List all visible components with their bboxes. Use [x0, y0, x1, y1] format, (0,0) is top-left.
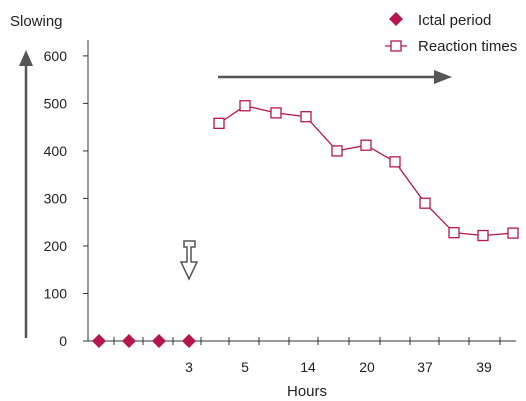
x-tick-label: 14	[300, 359, 316, 375]
x-tick-label: 3	[185, 359, 193, 375]
y-tick-label: 600	[44, 48, 68, 64]
y-tick-label: 0	[59, 333, 67, 349]
y-tick-label: 100	[44, 285, 68, 301]
ictal-diamond-marker	[122, 334, 136, 348]
ictal-diamond-marker	[182, 334, 196, 348]
ictal-diamond-marker	[152, 334, 166, 348]
reaction-time-marker	[360, 139, 372, 151]
legend-rt-label: Reaction times	[418, 38, 517, 55]
reaction-time-marker	[389, 156, 401, 168]
reaction-time-marker	[331, 145, 343, 157]
x-tick-label: 5	[241, 359, 249, 375]
reaction-time-marker	[270, 107, 282, 119]
legend-ictal-label: Ictal period	[418, 12, 491, 29]
reaction-time-marker	[419, 197, 431, 209]
axes: 0 100 200 300 400 500 600 Slowing Hours 3 5 14 20 37 3…	[10, 13, 516, 400]
legend-ictal-marker	[389, 12, 403, 26]
hollow-down-arrow	[179, 240, 199, 281]
series-reaction-times	[213, 100, 519, 242]
y-tick-label: 500	[44, 95, 68, 111]
y-tick-label: 200	[44, 238, 68, 254]
reaction-time-marker	[239, 100, 251, 112]
reaction-time-marker	[300, 111, 312, 123]
up-arrow-head	[19, 50, 33, 66]
y-tick-label: 300	[44, 190, 68, 206]
right-arrow-head	[434, 70, 452, 84]
reaction-time-marker	[477, 229, 489, 242]
reaction-time-marker	[507, 227, 519, 239]
reaction-time-marker	[448, 227, 460, 239]
legend: Ictal period Reaction times	[385, 12, 517, 55]
x-axis-label: Hours	[287, 383, 327, 400]
x-tick-label: 39	[476, 359, 492, 375]
y-tick-label: 400	[44, 143, 68, 159]
reaction-times-line	[218, 105, 514, 237]
reaction-time-marker	[213, 117, 225, 130]
x-tick-label: 20	[359, 359, 375, 375]
ictal-diamond-marker	[92, 334, 106, 348]
annotations	[19, 50, 452, 338]
y-axis-label: Slowing	[10, 13, 63, 30]
legend-rt-marker	[390, 40, 402, 52]
series-ictal-period	[92, 334, 196, 348]
x-tick-label: 37	[417, 359, 433, 375]
